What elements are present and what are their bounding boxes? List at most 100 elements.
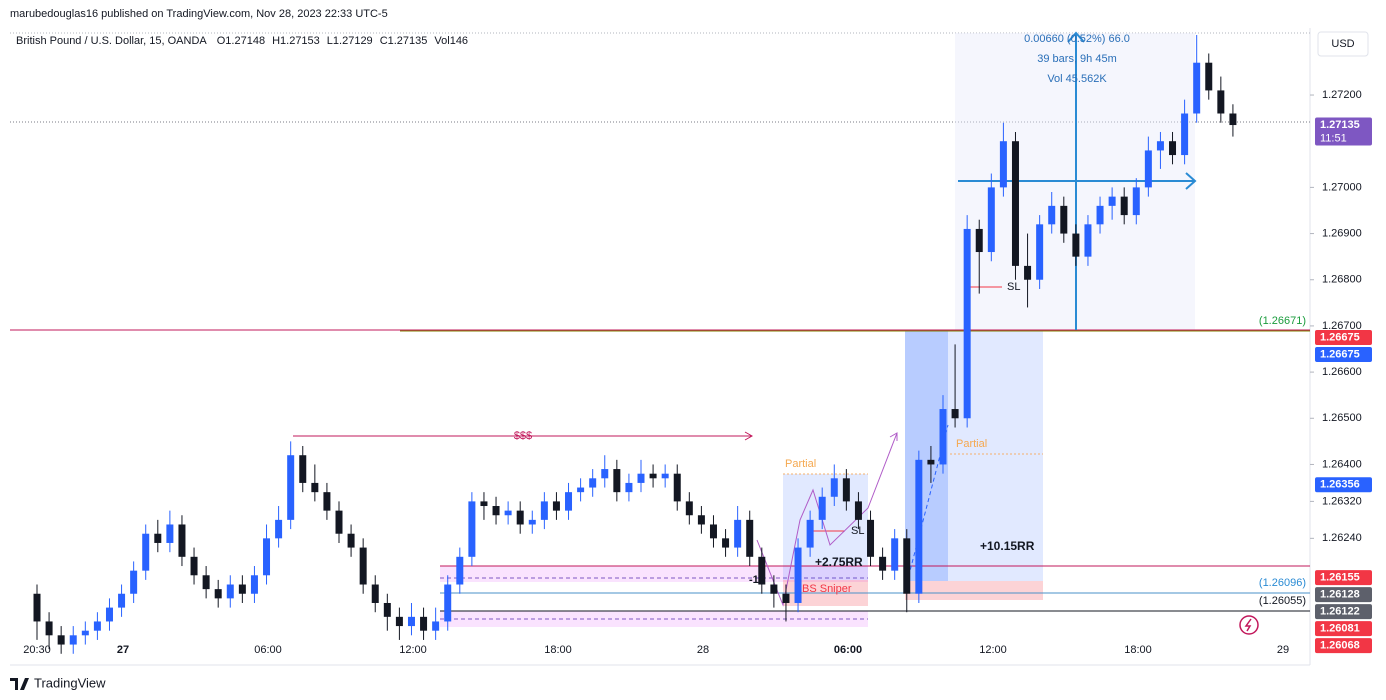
- candle-body: [516, 510, 524, 525]
- price-label: [1315, 117, 1372, 146]
- arrow-head: [889, 432, 898, 441]
- price-label: [1315, 346, 1372, 362]
- footer: TradingView: [34, 675, 106, 690]
- y-tick-label: 1.27200: [1322, 89, 1362, 101]
- candle-body: [782, 593, 790, 603]
- annotation: $$$: [514, 430, 532, 442]
- candle-body: [927, 459, 935, 465]
- candle-body: [142, 533, 150, 571]
- x-tick-label: 20:30: [23, 644, 51, 656]
- candle-body: [1217, 90, 1225, 114]
- candle-body: [45, 621, 53, 636]
- candle-body: [359, 547, 367, 585]
- x-tick-label: 27: [117, 644, 129, 656]
- candle-body: [915, 459, 923, 594]
- candle-body: [1108, 196, 1116, 206]
- ohlc-value: Vol146: [434, 35, 468, 47]
- measure-text: 0.00660 (0.52%) 66.0: [1024, 33, 1130, 45]
- candle-body: [432, 621, 440, 631]
- candle-body: [1011, 141, 1019, 266]
- price-label: [1315, 570, 1372, 586]
- price-label: [1315, 587, 1372, 603]
- currency-button[interactable]: [1317, 31, 1369, 57]
- candle-body: [1036, 224, 1044, 280]
- price-label-text: 1.26081: [1320, 622, 1360, 634]
- x-tick-label: 28: [697, 644, 709, 656]
- candle-body: [311, 482, 319, 493]
- price-label-text: 1.26068: [1320, 639, 1360, 651]
- candle-body: [999, 141, 1007, 188]
- candle-body: [202, 575, 210, 590]
- x-tick-label: 06:00: [254, 644, 282, 656]
- long-stop: [905, 581, 1043, 600]
- price-label-sub: 11:51: [1320, 132, 1347, 144]
- price-label-text: 1.26155: [1320, 571, 1360, 583]
- y-tick-label: 1.26320: [1322, 495, 1362, 507]
- annotation: +2.75RR: [815, 555, 863, 569]
- candle-body: [323, 492, 331, 511]
- candle-body: [637, 473, 645, 483]
- candle-body: [939, 409, 947, 465]
- candle-body: [1072, 233, 1080, 257]
- candle-body: [504, 510, 512, 516]
- candle-body: [407, 616, 415, 627]
- candle-body: [867, 519, 875, 557]
- y-tick-label: 1.26900: [1322, 227, 1362, 239]
- candle-body: [975, 228, 983, 253]
- ohlc-value: C1.27135: [380, 35, 428, 47]
- candle-body: [806, 519, 814, 548]
- candle-body: [118, 593, 126, 608]
- candle-body: [395, 616, 403, 627]
- candle-body: [178, 524, 186, 557]
- annotation: (1.26055): [1259, 595, 1306, 607]
- price-label-text: 1.26356: [1320, 479, 1360, 491]
- arrow-head: [744, 431, 754, 441]
- candle-body: [1156, 141, 1164, 151]
- currency[interactable]: USD: [1331, 38, 1354, 50]
- candle-body: [105, 607, 113, 622]
- price-label-text: 1.26122: [1320, 605, 1360, 617]
- candle-body: [830, 478, 838, 497]
- annotation: Partial: [956, 438, 987, 450]
- candle-body: [1048, 205, 1056, 225]
- ohlc-value: H1.27153: [272, 35, 320, 47]
- x-tick-label: 12:00: [399, 644, 427, 656]
- y-tick-label: 1.26600: [1322, 366, 1362, 378]
- candle-body: [685, 501, 693, 516]
- candle-body: [722, 538, 730, 548]
- ohlc-value: L1.27129: [327, 35, 373, 47]
- candle-body: [540, 501, 548, 520]
- x-tick-label: 29: [1277, 644, 1289, 656]
- candle-body: [1193, 62, 1201, 114]
- candle-body: [287, 455, 295, 520]
- candle-body: [226, 584, 234, 599]
- candle-body: [987, 187, 995, 253]
- arrow-head: [1185, 172, 1197, 190]
- candle-body: [528, 519, 536, 525]
- y-tick-label: 1.26500: [1322, 412, 1362, 424]
- candle-body: [746, 519, 754, 557]
- candle-body: [166, 524, 174, 543]
- ohlc-legend: British Pound / U.S. Dollar, 15, OANDA O1…: [16, 35, 468, 47]
- candle-body: [891, 538, 899, 571]
- candle-body: [589, 478, 597, 488]
- header: marubedouglas16 published on TradingView…: [10, 8, 388, 20]
- candle-body: [468, 501, 476, 557]
- candle-body: [963, 228, 971, 419]
- y-tick-label: 1.26240: [1322, 532, 1362, 544]
- y-tick-label: 1.26400: [1322, 458, 1362, 470]
- candle-body: [456, 556, 464, 585]
- candle-body: [33, 593, 41, 622]
- candle-body: [565, 492, 573, 511]
- candle-body: [1024, 265, 1032, 280]
- ohlc-value: O1.27148: [217, 35, 265, 47]
- candle-body: [673, 473, 681, 502]
- alert-icon[interactable]: [1239, 615, 1259, 635]
- candle-body: [734, 519, 742, 548]
- candle-body: [1084, 224, 1092, 257]
- x-tick-label: 18:00: [544, 644, 572, 656]
- path-projection: [756, 432, 898, 607]
- candle-body: [275, 519, 283, 539]
- candle-body: [1120, 196, 1128, 216]
